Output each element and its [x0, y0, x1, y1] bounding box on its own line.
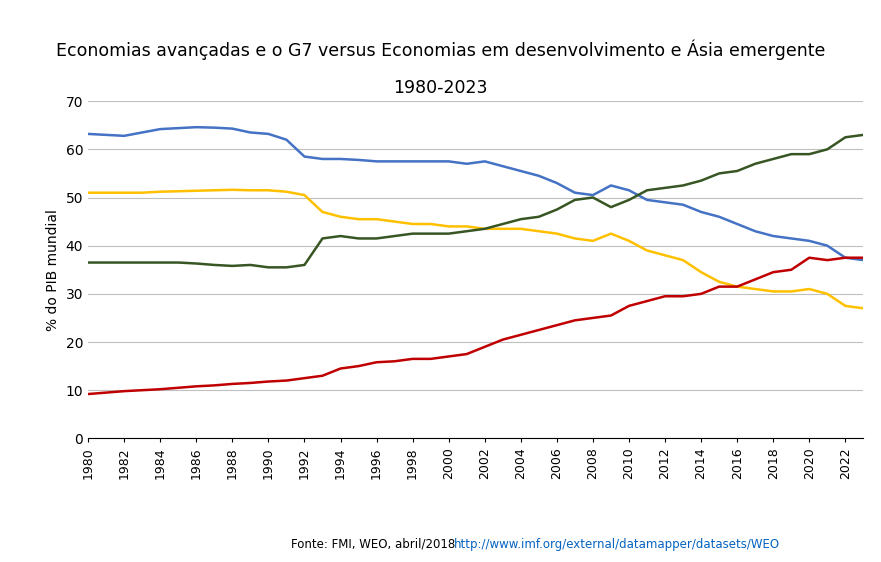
Text: 1980-2023: 1980-2023 [393, 79, 488, 97]
Text: Economias avançadas e o G7 versus Economias em desenvolvimento e Ásia emergente: Economias avançadas e o G7 versus Econom… [56, 39, 825, 60]
Text: Fonte: FMI, WEO, abril/2018: Fonte: FMI, WEO, abril/2018 [291, 538, 459, 551]
Y-axis label: % do PIB mundial: % do PIB mundial [46, 209, 60, 330]
Text: http://www.imf.org/external/datamapper/datasets/WEO: http://www.imf.org/external/datamapper/d… [454, 538, 780, 551]
